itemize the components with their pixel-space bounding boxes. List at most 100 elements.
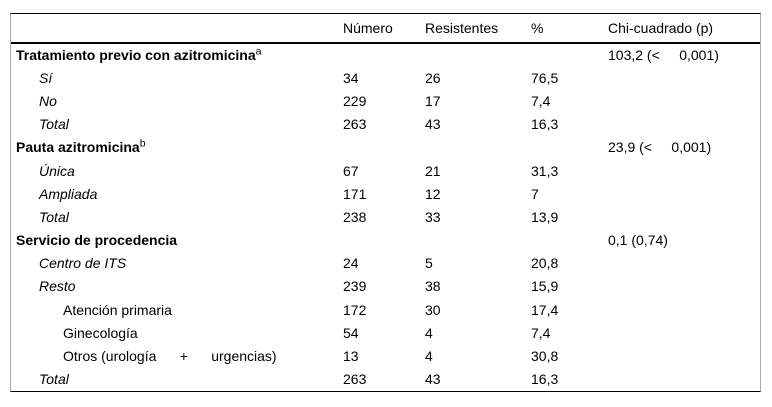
column-header-numero: Número xyxy=(343,20,393,36)
table-row: Sí 34 26 76,5 xyxy=(11,66,760,89)
cell-numero: 67 xyxy=(342,159,424,182)
row-label: Pauta azitromicina xyxy=(16,139,140,156)
numero-value: 263 xyxy=(343,371,367,388)
table-body: Tratamiento previo con azitromicinaa 103,… xyxy=(11,43,760,391)
chi-value: 0,1 (0,74) xyxy=(608,232,668,249)
numero-value: 263 xyxy=(343,116,367,133)
pct-value: 16,3 xyxy=(531,371,559,388)
cell-label: Centro de ITS xyxy=(11,252,342,275)
cell-numero: 229 xyxy=(342,89,424,112)
cell-chi xyxy=(607,89,760,112)
numero-value: 171 xyxy=(343,185,367,202)
cell-pct: 76,5 xyxy=(530,66,607,89)
cell-label: Tratamiento previo con azitromicinaa xyxy=(11,43,342,66)
cell-resistentes: 30 xyxy=(424,298,530,321)
resistentes-value: 12 xyxy=(425,185,441,202)
row-label: Total xyxy=(39,208,69,225)
cell-label: Ampliada xyxy=(11,182,342,205)
cell-pct xyxy=(530,229,607,252)
cell-resistentes: 33 xyxy=(424,205,530,228)
table-row: Ginecología 54 4 7,4 xyxy=(11,321,760,344)
cell-numero: 171 xyxy=(342,182,424,205)
table-row: Pauta azitromicinab 23,9 (< 0,001) xyxy=(11,136,760,159)
cell-pct: 17,4 xyxy=(530,298,607,321)
cell-numero: 54 xyxy=(342,321,424,344)
cell-pct xyxy=(530,136,607,159)
cell-label: Total xyxy=(11,205,342,228)
table-frame: Número Resistentes % Chi-cuadrado (p) Tr… xyxy=(10,13,761,392)
cell-chi xyxy=(607,344,760,367)
table-row: Total 263 43 16,3 xyxy=(11,113,760,136)
table-row: Otros (urología + urgencias) 13 4 30,8 xyxy=(11,344,760,367)
cell-pct xyxy=(530,43,607,66)
cell-numero xyxy=(342,229,424,252)
cell-pct: 7 xyxy=(530,182,607,205)
cell-resistentes: 4 xyxy=(424,344,530,367)
numero-value: 239 xyxy=(343,278,367,295)
numero-value: 24 xyxy=(343,255,359,272)
chi-value: 103,2 (< 0,001) xyxy=(608,47,719,64)
row-label: Resto xyxy=(39,278,76,295)
row-label: No xyxy=(39,92,57,109)
resistentes-value: 43 xyxy=(425,371,441,388)
cell-resistentes xyxy=(424,136,530,159)
cell-label: Ginecología xyxy=(11,321,342,344)
table-row: Total 238 33 13,9 xyxy=(11,205,760,228)
cell-numero: 263 xyxy=(342,113,424,136)
cell-chi xyxy=(607,368,760,391)
numero-value: 34 xyxy=(343,69,359,86)
table-header-row: Número Resistentes % Chi-cuadrado (p) xyxy=(11,14,760,43)
table-row: Atención primaria 172 30 17,4 xyxy=(11,298,760,321)
row-label: Ginecología xyxy=(63,324,138,341)
cell-resistentes: 5 xyxy=(424,252,530,275)
cell-numero xyxy=(342,136,424,159)
pct-value: 20,8 xyxy=(531,255,559,272)
cell-numero: 263 xyxy=(342,368,424,391)
numero-value: 67 xyxy=(343,162,359,179)
pct-value: 7,4 xyxy=(531,324,551,341)
pct-value: 7,4 xyxy=(531,92,551,109)
cell-resistentes xyxy=(424,229,530,252)
cell-label: Sí xyxy=(11,66,342,89)
chi-value: 23,9 (< 0,001) xyxy=(608,139,712,156)
numero-value: 13 xyxy=(343,348,359,365)
row-label: Total xyxy=(39,116,69,133)
pct-value: 16,3 xyxy=(531,116,559,133)
resistentes-value: 21 xyxy=(425,162,441,179)
cell-chi xyxy=(607,113,760,136)
cell-resistentes: 17 xyxy=(424,89,530,112)
footnote-marker: a xyxy=(255,45,262,58)
cell-chi xyxy=(607,205,760,228)
resistentes-value: 33 xyxy=(425,208,441,225)
cell-pct: 16,3 xyxy=(530,113,607,136)
cell-resistentes: 4 xyxy=(424,321,530,344)
cell-chi: 23,9 (< 0,001) xyxy=(607,136,760,159)
cell-label: Atención primaria xyxy=(11,298,342,321)
cell-pct: 30,8 xyxy=(530,344,607,367)
row-label: Sí xyxy=(39,69,53,86)
row-label: Atención primaria xyxy=(63,301,172,318)
cell-numero: 13 xyxy=(342,344,424,367)
row-label: Centro de ITS xyxy=(39,255,127,272)
table-row: Total 263 43 16,3 xyxy=(11,368,760,391)
pct-value: 17,4 xyxy=(531,301,559,318)
column-header-chi: Chi-cuadrado (p) xyxy=(608,20,714,36)
pct-value: 31,3 xyxy=(531,162,559,179)
cell-resistentes: 21 xyxy=(424,159,530,182)
cell-chi: 0,1 (0,74) xyxy=(607,229,760,252)
table-row: Servicio de procedencia 0,1 (0,74) xyxy=(11,229,760,252)
cell-numero: 24 xyxy=(342,252,424,275)
cell-pct: 7,4 xyxy=(530,321,607,344)
cell-resistentes: 43 xyxy=(424,113,530,136)
cell-numero xyxy=(342,43,424,66)
table-row: Resto 239 38 15,9 xyxy=(11,275,760,298)
cell-chi xyxy=(607,252,760,275)
cell-numero: 34 xyxy=(342,66,424,89)
row-label: Tratamiento previo con azitromicina xyxy=(16,47,256,64)
cell-chi xyxy=(607,298,760,321)
cell-label: Pauta azitromicinab xyxy=(11,136,342,159)
resistentes-value: 26 xyxy=(425,69,441,86)
pct-value: 30,8 xyxy=(531,348,559,365)
footnote-marker: b xyxy=(139,137,146,150)
table-row: No 229 17 7,4 xyxy=(11,89,760,112)
